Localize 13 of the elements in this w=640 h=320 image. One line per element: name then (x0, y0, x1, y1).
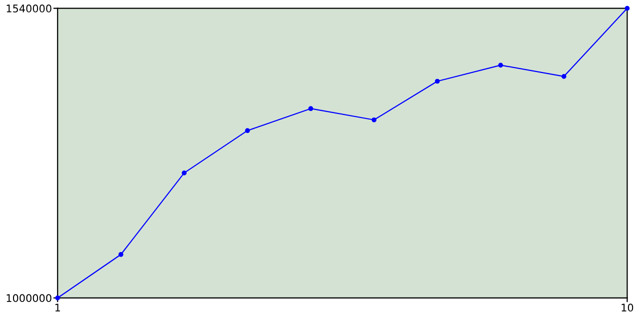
point (308, 106, 314, 112)
point (118, 252, 124, 257)
point (245, 128, 250, 134)
point (498, 62, 504, 68)
y-tick-label: 1000000 (6, 294, 52, 302)
point (434, 78, 440, 84)
x-tick-label: 1 (55, 304, 60, 312)
point (624, 6, 630, 11)
point (372, 117, 376, 122)
x-tick-label: 10 (622, 304, 634, 312)
point (182, 170, 187, 176)
y-tick-label: 1540000 (6, 4, 52, 12)
point (561, 74, 566, 79)
